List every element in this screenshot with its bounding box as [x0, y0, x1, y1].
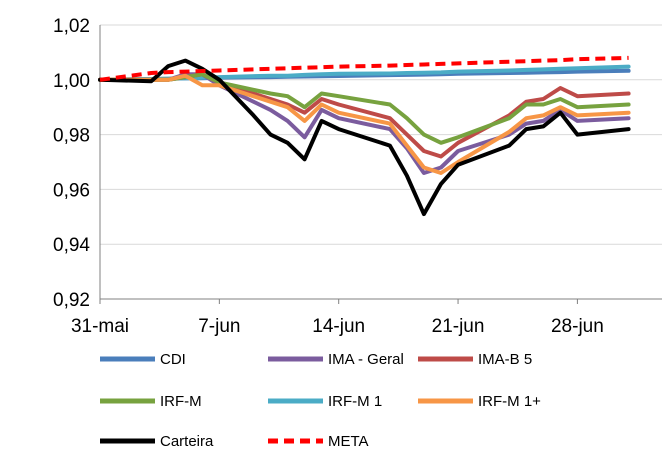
axes	[99, 25, 662, 304]
series-line-irf-m	[98, 72, 631, 145]
legend: CDI IMA - Geral IMA-B 5 IRF-M IRF-M 1 IRF-M 1…	[100, 351, 541, 450]
series-line-meta	[99, 55, 629, 82]
x-tick-label: 7-jun	[198, 316, 240, 337]
legend-label: IMA-B 5	[478, 351, 532, 368]
legend-label: IRF-M 1+	[478, 393, 541, 410]
x-tick-label: 31-mai	[71, 316, 129, 337]
x-tick-label: 21-jun	[432, 316, 485, 337]
y-tick-label: 0,92	[53, 290, 90, 311]
x-tick-label: 28-jun	[551, 316, 604, 337]
x-tick-label: 14-jun	[312, 316, 365, 337]
legend-label: IRF-M 1	[328, 393, 382, 410]
legend-label: META	[328, 433, 369, 450]
series-line-irf-m-1	[98, 73, 631, 175]
series-line-irf-m-1	[98, 64, 631, 82]
y-tick-label: 0,96	[53, 180, 90, 201]
legend-label: IMA - Geral	[328, 351, 404, 368]
y-tick-label: 0,94	[53, 235, 90, 256]
y-tick-labels: 0,92 0,94 0,96 0,98 1,00 1,02	[53, 16, 90, 311]
legend-label: IRF-M	[160, 393, 202, 410]
legend-label: Carteira	[160, 433, 214, 450]
y-tick-label: 0,98	[53, 126, 90, 147]
y-tick-label: 1,02	[53, 16, 90, 37]
x-tick-labels: 31-mai 7-jun 14-jun 21-jun 28-jun	[71, 316, 604, 337]
series-line-carteira	[98, 58, 631, 217]
legend-label: CDI	[160, 351, 186, 368]
y-tick-label: 1,00	[53, 71, 90, 92]
plot-series	[98, 55, 631, 217]
